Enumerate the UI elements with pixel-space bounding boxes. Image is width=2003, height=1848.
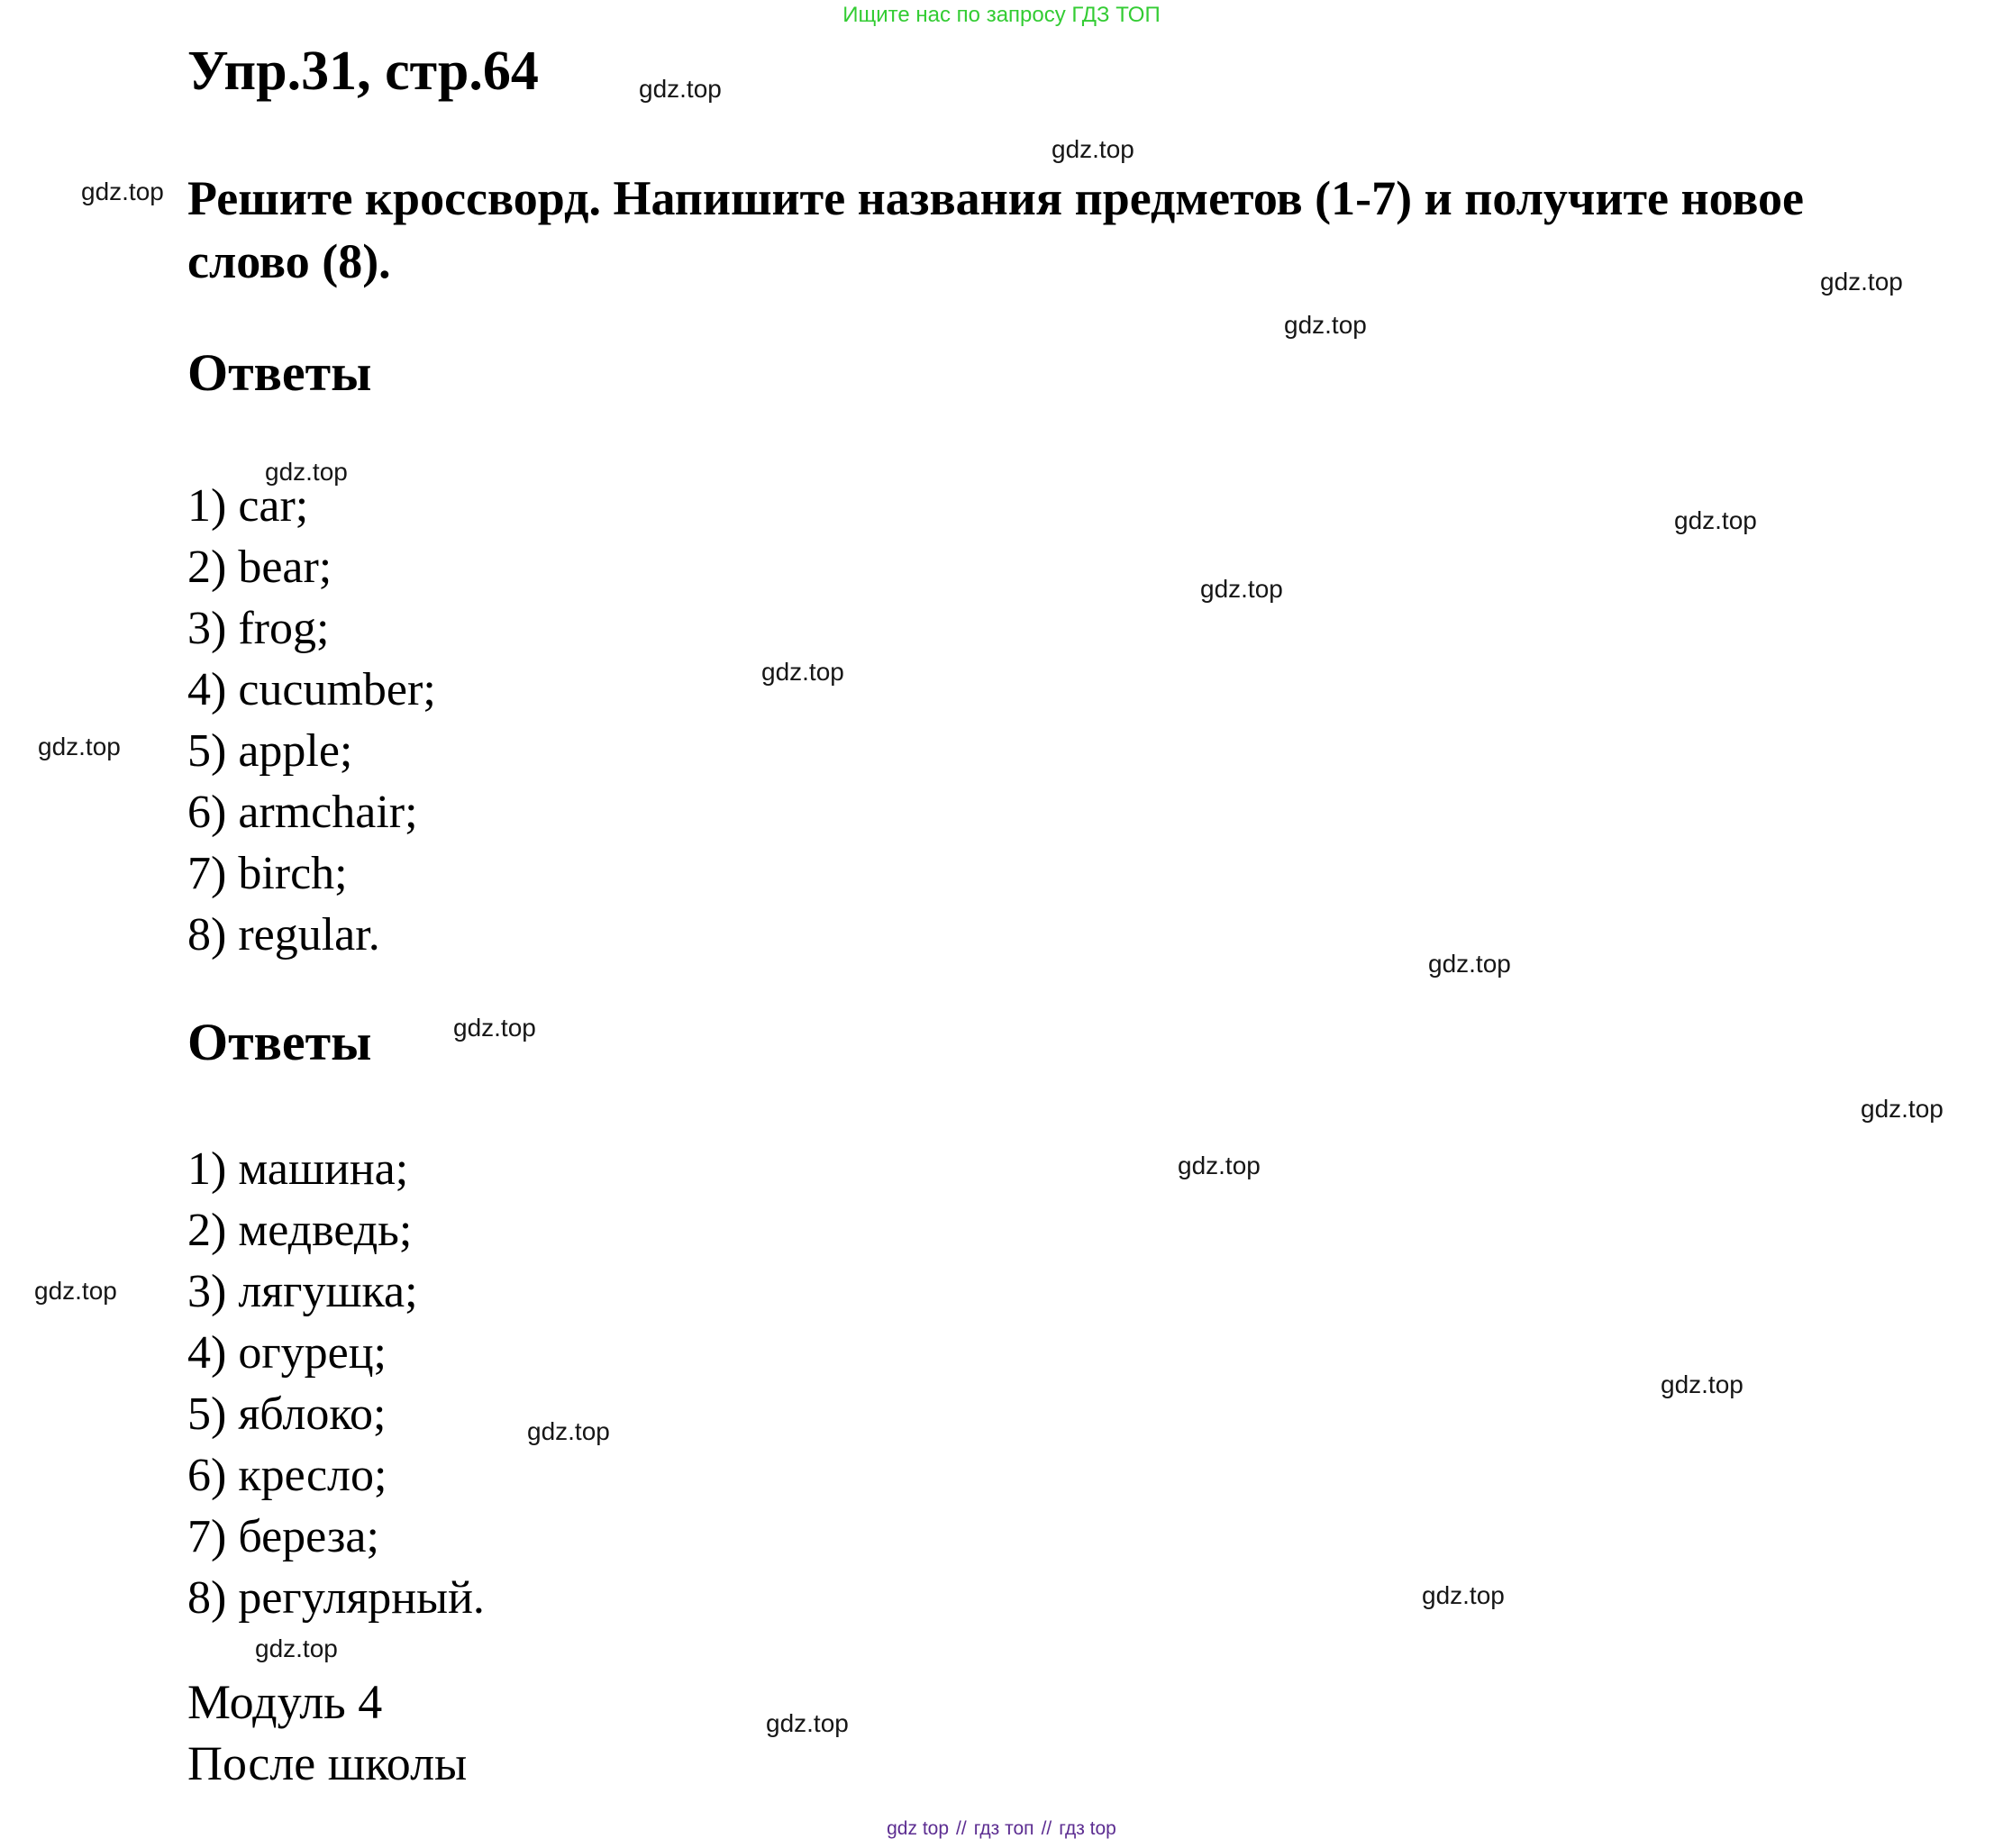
footer-link-gdz-top-mixed[interactable]: гдз top xyxy=(1059,1818,1116,1839)
task-heading: Решите кроссворд. Напишите названия пред… xyxy=(187,167,1980,293)
answer-ru-1: 1) машина; xyxy=(187,1143,409,1195)
answer-ru-7: 7) береза; xyxy=(187,1511,379,1562)
gdz-top-watermark: gdz.top xyxy=(255,1634,338,1662)
promo-banner-text: Ищите нас по запросу ГДЗ ТОП xyxy=(842,3,1161,27)
gdz-top-watermark: gdz.top xyxy=(766,1709,849,1737)
gdz-top-watermark: gdz.top xyxy=(1052,135,1134,163)
footer-links: gdz top // гдз топ // гдз top xyxy=(0,1818,2003,1840)
answer-ru-2: 2) медведь; xyxy=(187,1205,413,1256)
module-block: Модуль 4 После школы xyxy=(187,1671,467,1794)
gdz-top-watermark: gdz.top xyxy=(453,1014,536,1042)
module-subtitle: После школы xyxy=(187,1736,468,1790)
answer-ru-8: 8) регулярный. xyxy=(187,1572,485,1624)
gdz-top-watermark: gdz.top xyxy=(81,178,164,205)
answer-ru-6: 6) кресло; xyxy=(187,1450,387,1501)
gdz-top-watermark: gdz.top xyxy=(1861,1095,1944,1123)
task-line-1: Решите кроссворд. Напишите названия пред… xyxy=(187,171,1805,225)
gdz-top-watermark: gdz.top xyxy=(1661,1370,1744,1398)
gdz-top-watermark: gdz.top xyxy=(639,75,722,103)
gdz-top-watermark: gdz.top xyxy=(265,458,348,486)
gdz-top-watermark: gdz.top xyxy=(1428,950,1511,978)
answer-en-5: 5) apple; xyxy=(187,725,353,777)
answer-en-6: 6) armchair; xyxy=(187,787,418,838)
answer-en-2: 2) bear; xyxy=(187,542,332,593)
gdz-top-watermark: gdz.top xyxy=(34,1277,117,1305)
answer-en-7: 7) birch; xyxy=(187,848,348,899)
gdz-top-watermark: gdz.top xyxy=(1674,506,1757,534)
answers-en-list: 1) car; 2) bear; 3) frog; 4) cucumber; 5… xyxy=(187,476,436,966)
answer-en-3: 3) frog; xyxy=(187,603,330,654)
footer-separator: // xyxy=(1041,1818,1052,1839)
answer-en-4: 4) cucumber; xyxy=(187,664,436,715)
gdz-top-watermark: gdz.top xyxy=(1422,1581,1505,1609)
gdz-top-watermark: gdz.top xyxy=(761,658,844,686)
answer-ru-4: 4) огурец; xyxy=(187,1327,387,1379)
answer-en-1: 1) car; xyxy=(187,480,309,532)
answers-en-heading: Ответы xyxy=(187,343,372,402)
answer-ru-5: 5) яблоко; xyxy=(187,1388,387,1440)
gdz-top-watermark: gdz.top xyxy=(38,733,121,760)
answers-ru-list: 1) машина; 2) медведь; 3) лягушка; 4) ог… xyxy=(187,1139,485,1629)
gdz-top-watermark: gdz.top xyxy=(1820,268,1903,296)
gdz-top-watermark: gdz.top xyxy=(527,1417,610,1445)
footer-link-gdz-top-ru[interactable]: гдз топ xyxy=(973,1818,1034,1839)
footer-link-gdz-top[interactable]: gdz top xyxy=(887,1818,950,1839)
answers-ru-heading: Ответы xyxy=(187,1013,372,1071)
gdz-top-watermark: gdz.top xyxy=(1200,575,1283,603)
gdz-top-watermark: gdz.top xyxy=(1178,1152,1261,1179)
answer-ru-3: 3) лягушка; xyxy=(187,1266,418,1317)
page-title: Упр.31, стр.64 xyxy=(187,41,539,102)
answer-en-8: 8) regular. xyxy=(187,909,380,960)
footer-separator: // xyxy=(956,1818,967,1839)
module-title: Модуль 4 xyxy=(187,1675,383,1729)
gdz-top-watermark: gdz.top xyxy=(1284,311,1367,339)
task-line-2: слово (8). xyxy=(187,234,391,288)
